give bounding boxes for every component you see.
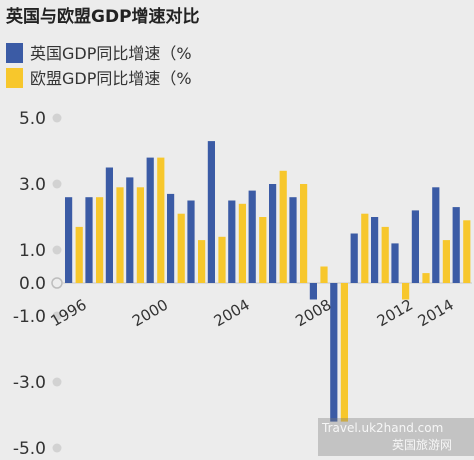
y-axis: 5.0 3.0 1.0 0.0 -1.0 -3.0 -5.0 <box>13 109 472 459</box>
bar-uk-2012 <box>391 243 399 283</box>
y-tick-label: 0.0 <box>19 274 46 294</box>
bar-uk-1999 <box>126 177 134 283</box>
bar-uk-2000 <box>146 157 154 283</box>
bar-eu-2007 <box>300 184 308 283</box>
bar-uk-1997 <box>85 197 93 283</box>
watermark-name: 英国旅游网 <box>392 438 452 452</box>
y-tick-label: -1.0 <box>13 307 46 327</box>
watermark: Travel.uk2hand.com 英国旅游网 <box>318 418 474 456</box>
bar-uk-2005 <box>248 190 256 283</box>
bar-eu-1998 <box>116 187 124 283</box>
bar-uk-2011 <box>371 217 379 283</box>
legend: 英国GDP同比增速（% 欧盟GDP同比增速（% <box>6 43 192 88</box>
y-tick-marker <box>52 311 62 321</box>
bar-eu-2008 <box>320 266 328 283</box>
chart-title: 英国与欧盟GDP增速对比 <box>6 6 200 27</box>
y-tick-marker <box>52 245 62 255</box>
bar-eu-1996 <box>75 226 83 283</box>
bar-uk-1998 <box>105 167 113 283</box>
bar-uk-1996 <box>65 197 73 283</box>
bar-eu-2005 <box>259 217 267 283</box>
bar-eu-2003 <box>218 236 226 283</box>
bar-eu-2000 <box>157 157 165 283</box>
watermark-backdrop <box>318 418 474 456</box>
bar-uk-2015 <box>452 207 460 283</box>
bar-eu-2002 <box>198 240 206 283</box>
bar-eu-1997 <box>96 197 104 283</box>
bar-uk-2004 <box>228 200 236 283</box>
legend-label-uk: 英国GDP同比增速（% <box>30 44 192 63</box>
legend-swatch-eu <box>6 68 23 88</box>
bar-uk-2008 <box>309 283 317 300</box>
y-tick-label: 3.0 <box>19 175 46 195</box>
bar-eu-2006 <box>279 170 287 283</box>
watermark-site: Travel.uk2hand.com <box>321 421 443 435</box>
y-tick-marker <box>52 113 62 123</box>
bar-eu-2012 <box>402 283 410 300</box>
bar-eu-1999 <box>136 187 144 283</box>
y-tick-marker <box>52 377 62 387</box>
y-tick-marker <box>52 179 62 189</box>
bar-eu-2009 <box>340 283 348 422</box>
bar-uk-2006 <box>269 184 277 283</box>
bar-uk-2001 <box>167 193 175 283</box>
bar-eu-2001 <box>177 213 185 283</box>
bar-uk-2007 <box>289 197 297 283</box>
y-tick-label: -3.0 <box>13 373 46 393</box>
bar-uk-2009 <box>330 283 338 422</box>
bar-eu-2014 <box>442 240 450 283</box>
bar-uk-2003 <box>207 141 215 283</box>
bars <box>65 141 471 422</box>
bar-uk-2013 <box>411 210 419 283</box>
y-tick-label: -5.0 <box>13 439 46 459</box>
legend-label-eu: 欧盟GDP同比增速（% <box>30 69 192 88</box>
bar-eu-2011 <box>381 226 389 283</box>
bar-eu-2010 <box>361 213 369 283</box>
bar-eu-2015 <box>463 220 471 283</box>
y-tick-label: 1.0 <box>19 241 46 261</box>
bar-eu-2004 <box>238 203 246 283</box>
bar-uk-2014 <box>432 187 440 283</box>
bar-uk-2010 <box>350 233 358 283</box>
y-tick-label: 5.0 <box>19 109 46 129</box>
y-tick-marker <box>52 443 62 453</box>
bar-eu-2013 <box>422 273 430 283</box>
legend-swatch-uk <box>6 43 23 63</box>
bar-uk-2002 <box>187 200 195 283</box>
y-tick-marker <box>51 277 63 289</box>
